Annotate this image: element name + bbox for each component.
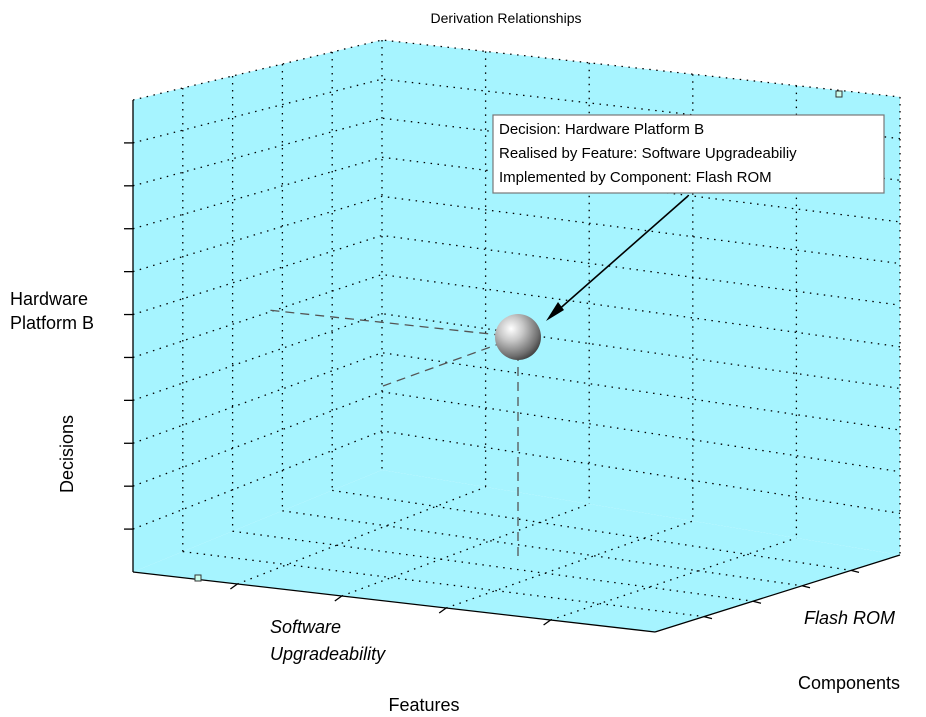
components-axis-line xyxy=(654,554,901,633)
floor-gridline xyxy=(445,520,694,609)
y-axis-title: Components xyxy=(798,673,900,693)
annotation-line-1: Decision: Hardware Platform B xyxy=(499,121,704,138)
top-edge-gridline xyxy=(132,39,901,101)
annotation-arrow xyxy=(555,195,689,313)
gridlines xyxy=(132,39,901,621)
y-tick xyxy=(703,615,713,620)
floor-gridline xyxy=(237,486,486,585)
projection-line-to-features xyxy=(382,336,519,387)
z-gridline xyxy=(132,234,901,316)
back-left-pane xyxy=(133,40,382,572)
x-tick xyxy=(438,607,447,614)
projection-line-to-decisions xyxy=(267,309,519,338)
data-point-sphere[interactable] xyxy=(495,314,541,360)
features-axis-line xyxy=(132,571,656,633)
z-gridline xyxy=(132,156,901,230)
x-axis-title: Features xyxy=(388,695,459,715)
floor-pane xyxy=(133,470,900,632)
chart-title: Derivation Relationships xyxy=(431,10,582,26)
annotation-box xyxy=(492,114,885,194)
axis-ticks xyxy=(124,142,860,626)
y-tick xyxy=(752,600,762,604)
feature-axis-marker xyxy=(194,574,202,582)
y-tick xyxy=(801,585,811,589)
annotation-line-3: Implemented by Component: Flash ROM xyxy=(499,169,772,186)
annotation-line-2: Realised by Feature: Software Upgradeabi… xyxy=(499,145,797,162)
x-tick xyxy=(543,619,551,626)
component-axis-marker xyxy=(835,90,843,98)
z-gridline xyxy=(132,430,901,530)
x-tick xyxy=(230,583,238,590)
x-tick-label: Software Upgradeability xyxy=(270,617,386,664)
y-tick-label: Flash ROM xyxy=(804,608,895,628)
x-tick xyxy=(334,595,343,602)
z-gridline xyxy=(132,391,901,487)
z-axis-title: Decisions xyxy=(57,415,77,493)
z-tick-label: Hardware Platform B xyxy=(10,289,94,333)
floor-gridline xyxy=(550,537,797,621)
annotation-arrowhead xyxy=(546,302,564,321)
z-gridline xyxy=(132,195,901,273)
y-tick xyxy=(850,569,860,574)
